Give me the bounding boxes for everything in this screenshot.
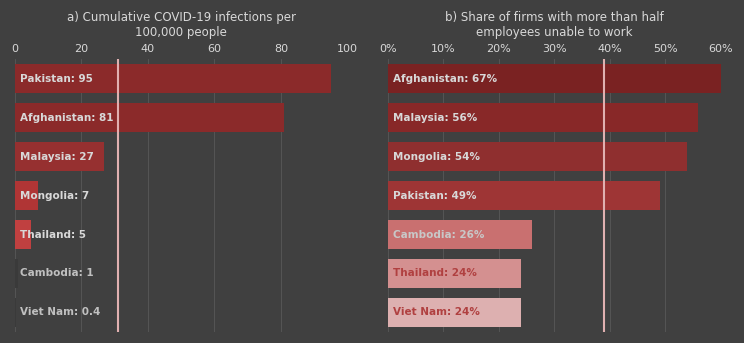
Bar	[388, 220, 532, 249]
Text: Malaysia: 56%: Malaysia: 56%	[394, 113, 478, 123]
Text: Viet Nam: 0.4: Viet Nam: 0.4	[19, 307, 100, 317]
Title: a) Cumulative COVID-19 infections per
100,000 people: a) Cumulative COVID-19 infections per 10…	[66, 11, 295, 39]
Bar	[15, 142, 104, 171]
Bar	[388, 298, 521, 327]
Bar	[15, 259, 18, 288]
Text: Cambodia: 1: Cambodia: 1	[19, 269, 93, 279]
Bar	[388, 181, 659, 210]
Text: Mongolia: 54%: Mongolia: 54%	[394, 152, 480, 162]
Text: Pakistan: 49%: Pakistan: 49%	[394, 191, 477, 201]
Text: Thailand: 24%: Thailand: 24%	[394, 269, 477, 279]
Text: Pakistan: 95: Pakistan: 95	[19, 74, 92, 84]
Text: Afghanistan: 67%: Afghanistan: 67%	[394, 74, 497, 84]
Bar	[15, 64, 331, 93]
Bar	[388, 259, 521, 288]
Text: Cambodia: 26%: Cambodia: 26%	[394, 229, 484, 239]
Bar	[15, 181, 38, 210]
Bar	[388, 142, 687, 171]
Bar	[388, 64, 744, 93]
Bar	[15, 298, 16, 327]
Text: All firms, 39%: All firms, 39%	[0, 342, 1, 343]
Text: Average value, 31: Average value, 31	[0, 342, 1, 343]
Text: Mongolia: 7: Mongolia: 7	[19, 191, 89, 201]
Bar	[15, 220, 31, 249]
Text: Viet Nam: 24%: Viet Nam: 24%	[394, 307, 480, 317]
Text: Thailand: 5: Thailand: 5	[19, 229, 86, 239]
Bar	[388, 103, 699, 132]
Bar	[15, 103, 284, 132]
Title: b) Share of firms with more than half
employees unable to work: b) Share of firms with more than half em…	[445, 11, 664, 39]
Text: Afghanistan: 81: Afghanistan: 81	[19, 113, 113, 123]
Text: Malaysia: 27: Malaysia: 27	[19, 152, 94, 162]
